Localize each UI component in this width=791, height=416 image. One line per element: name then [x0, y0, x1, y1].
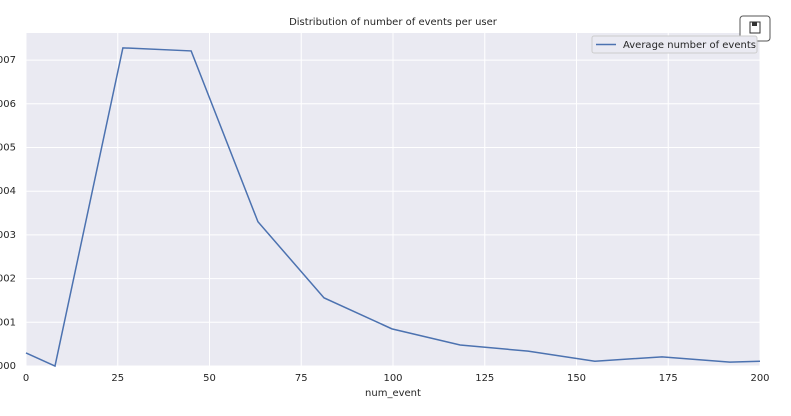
y-tick-label: 006 [0, 99, 16, 110]
chart-title: Distribution of number of events per use… [289, 17, 498, 28]
x-tick-label: 25 [111, 373, 124, 384]
x-tick-label: 0 [23, 373, 29, 384]
y-tick-label: 000 [0, 361, 16, 372]
legend: Average number of events [591, 35, 758, 54]
x-tick-label: 200 [750, 373, 769, 384]
x-tick-label: 50 [203, 373, 216, 384]
y-tick-label: 002 [0, 274, 16, 285]
x-tick-label: 75 [295, 373, 308, 384]
y-tick-label: 003 [0, 230, 16, 241]
legend-label: Average number of events [623, 40, 756, 51]
x-tick-label: 125 [475, 373, 494, 384]
x-tick-label: 175 [659, 373, 678, 384]
y-tick-label: 005 [0, 142, 16, 153]
data-line [25, 47, 761, 368]
legend-frame [591, 35, 758, 54]
y-tick-label: 004 [0, 186, 16, 197]
x-axis-label: num_event [365, 388, 421, 399]
y-tick-label: 001 [0, 317, 16, 328]
y-tick-label: 007 [0, 55, 16, 66]
x-tick-label: 100 [383, 373, 402, 384]
save-icon-slot [752, 22, 757, 26]
x-tick-label: 150 [567, 373, 586, 384]
